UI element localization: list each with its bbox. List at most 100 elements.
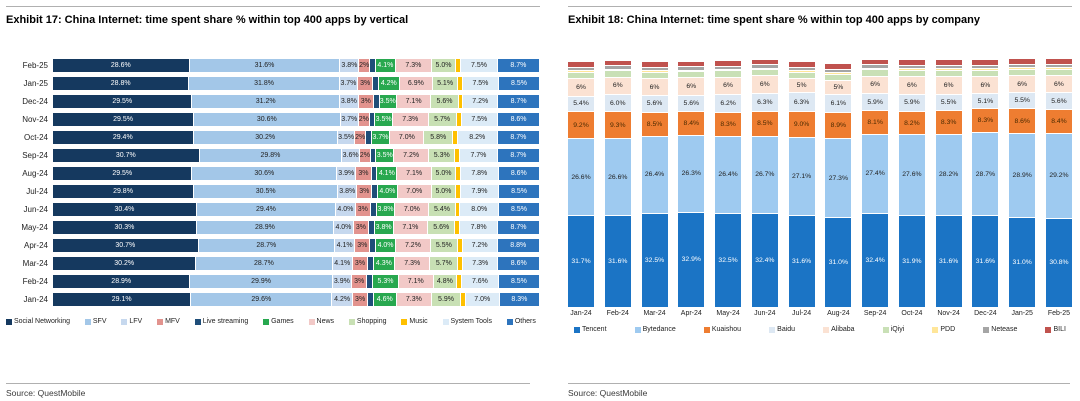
source-block: Source: QuestMobile bbox=[6, 383, 530, 398]
bar-segment-bili bbox=[568, 61, 594, 67]
bar-segment-news: 7.3% bbox=[396, 59, 432, 72]
bar-segment-baidu: 6.2% bbox=[715, 94, 742, 113]
bar-segment-pdd bbox=[751, 67, 778, 69]
bar-segment-alibaba: 6% bbox=[568, 78, 594, 96]
bar-segment-lfv: 3.8% bbox=[338, 185, 358, 198]
column-nov-24: 31.6% 28.2% 8.3% 5.5% 6% bbox=[935, 59, 962, 307]
bar-segment-pdd bbox=[825, 72, 852, 74]
bar-segment-mfv: 2% bbox=[359, 59, 370, 72]
bar-segment-news: 7.2% bbox=[394, 149, 430, 162]
bar-segment-kuaishou: 8.2% bbox=[898, 110, 925, 135]
bar-segment-alibaba: 6% bbox=[898, 76, 925, 94]
bar-segment-system-tools: 8.0% bbox=[460, 203, 500, 216]
bar-segment-pdd bbox=[604, 68, 631, 71]
bar-segment-shopping: 5.1% bbox=[433, 77, 459, 90]
bar-segment-kuaishou: 8.5% bbox=[751, 110, 778, 136]
bar-segment-music bbox=[457, 239, 463, 252]
bar-segment-live-streaming bbox=[367, 275, 373, 288]
bar-segment-tencent: 32.5% bbox=[641, 212, 668, 307]
legend-item-mfv: MFV bbox=[157, 318, 180, 325]
bar-segment-social-networking: 30.2% bbox=[53, 257, 197, 270]
legend-swatch-icon bbox=[401, 318, 408, 325]
bar-segment-news: 7.1% bbox=[397, 167, 432, 180]
bar-segment-bytedance: 26.4% bbox=[715, 136, 742, 213]
bar-segment-news: 7.3% bbox=[395, 257, 431, 270]
bar-segment-kuaishou: 8.9% bbox=[825, 112, 852, 138]
legend-item-social-networking: Social Networking bbox=[6, 318, 70, 325]
bar-segment-netease bbox=[678, 66, 705, 70]
bar-segment-tencent: 31.6% bbox=[788, 215, 815, 307]
legend-label: Bytedance bbox=[642, 326, 676, 333]
bar-segment-social-networking: 29.5% bbox=[53, 95, 193, 108]
bar-segment-lfv: 3.7% bbox=[339, 77, 359, 90]
bar-segment-lfv: 4.1% bbox=[334, 239, 356, 252]
bar-segment-others: 8.6% bbox=[498, 257, 541, 270]
column-jan-24: 31.7% 26.6% 9.2% 5.4% 6% bbox=[568, 61, 594, 307]
bar-segment-mfv: 3% bbox=[352, 275, 368, 288]
bar-segment-bytedance: 27.4% bbox=[862, 133, 889, 214]
bar-segment-iqiyi bbox=[898, 69, 925, 77]
bar-segment-bili bbox=[898, 59, 925, 65]
legend-item-others: Others bbox=[506, 318, 536, 325]
bar-segment-social-networking: 29.4% bbox=[53, 131, 194, 144]
bar-segment-bili bbox=[604, 59, 631, 66]
bar-segment-live-streaming bbox=[370, 203, 377, 216]
legend-swatch-icon bbox=[348, 318, 355, 325]
bar-segment-iqiyi bbox=[641, 71, 668, 78]
bar-segment-social-networking: 29.5% bbox=[53, 113, 195, 126]
bar-segment-netease bbox=[715, 65, 742, 69]
bar-segment-shopping: 5.6% bbox=[428, 221, 456, 234]
bar-segment-baidu: 6.1% bbox=[825, 94, 852, 113]
x-tick-label: Feb-24 bbox=[606, 310, 629, 317]
bar-segment-bytedance: 27.3% bbox=[825, 137, 852, 218]
bar-segment-lfv: 4.1% bbox=[332, 257, 353, 270]
bar-segment-system-tools: 7.6% bbox=[461, 275, 499, 288]
legend-label: Tencent bbox=[582, 326, 607, 333]
row-label: Sep-24 bbox=[22, 151, 48, 160]
chart-legend: Tencent Bytedance Kuaishou Baidu Alibaba iQiy… bbox=[568, 326, 1072, 333]
legend-swatch-icon bbox=[634, 326, 641, 333]
bar-row: Nov-24 29.5% 30.6% 3.7% 2% 3.5% 7.3% 5.7% 7.5% 8.… bbox=[6, 113, 540, 126]
bar-segment-music bbox=[458, 257, 464, 270]
bar-segment-lfv: 4.2% bbox=[332, 293, 354, 306]
column-aug-24: 31.0% 27.3% 8.9% 6.1% 5% bbox=[825, 63, 852, 307]
bar-segment-alibaba: 5% bbox=[788, 77, 815, 93]
bar-segment-netease bbox=[788, 66, 815, 71]
bar-segment-music bbox=[453, 131, 458, 144]
legend-swatch-icon bbox=[84, 318, 91, 325]
bar-segment-iqiyi bbox=[678, 70, 705, 78]
bar-segment-system-tools: 7.5% bbox=[461, 59, 498, 72]
bar-segment-sfv: 30.6% bbox=[194, 113, 341, 126]
bar-segment-mfv: 3% bbox=[352, 257, 369, 270]
legend-item-bytedance: Bytedance bbox=[634, 326, 676, 333]
bar-segment-social-networking: 30.7% bbox=[53, 149, 200, 162]
bar-segment-news: 7.1% bbox=[393, 221, 429, 234]
bar-segment-bili bbox=[641, 61, 668, 67]
bar-segment-baidu: 5.5% bbox=[935, 93, 962, 110]
bar-segment-others: 8.5% bbox=[499, 185, 541, 198]
bar-segment-social-networking: 30.3% bbox=[53, 221, 197, 234]
bar-segment-baidu: 6.0% bbox=[604, 93, 631, 112]
legend-swatch-icon bbox=[932, 326, 939, 333]
bar-segment-mfv: 3% bbox=[358, 77, 374, 90]
legend-label: SFV bbox=[92, 318, 107, 325]
bar-row: Sep-24 30.7% 29.8% 3.6% 2% 3.5% 7.2% 5.3% 7.7% 8.… bbox=[6, 149, 540, 162]
bar-segment-tencent: 32.4% bbox=[862, 213, 889, 307]
legend-label: System Tools bbox=[450, 318, 493, 325]
bar-track: 28.8% 31.8% 3.7% 3% 4.2% 6.9% 5.1% 7.5% 8.5% bbox=[53, 77, 540, 90]
bar-segment-lfv: 4.0% bbox=[334, 221, 354, 234]
column-apr-24: 32.9% 26.3% 8.4% 5.6% 6% bbox=[678, 60, 705, 307]
legend-item-live-streaming: Live streaming bbox=[194, 318, 248, 325]
bar-segment-iqiyi bbox=[972, 69, 999, 76]
bar-segment-baidu: 5.9% bbox=[898, 93, 925, 111]
bar-segment-shopping: 5.0% bbox=[431, 59, 457, 72]
bar-segment-news: 7.2% bbox=[395, 239, 431, 252]
row-label: Dec-24 bbox=[22, 97, 48, 106]
bar-segment-system-tools: 7.5% bbox=[461, 113, 499, 126]
x-tick-label: Mar-24 bbox=[643, 310, 666, 317]
legend-swatch-icon bbox=[6, 318, 12, 325]
bar-segment-sfv: 31.8% bbox=[189, 77, 340, 90]
column-dec-24: 31.6% 28.7% 8.3% 5.1% 6% bbox=[972, 59, 999, 307]
bar-segment-shopping: 5.3% bbox=[429, 149, 456, 162]
legend-label: Music bbox=[409, 318, 428, 325]
